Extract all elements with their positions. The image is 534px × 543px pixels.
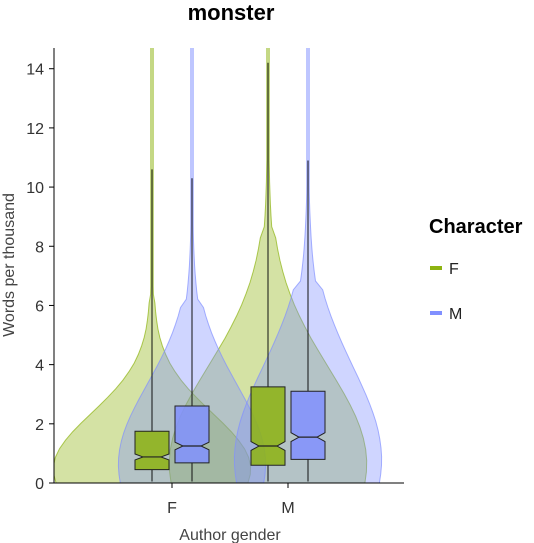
x-axis-title: Author gender bbox=[179, 527, 281, 543]
chart-title: monster bbox=[188, 0, 275, 25]
boxplots bbox=[134, 62, 326, 482]
x-tick-label: M bbox=[281, 500, 294, 517]
violins bbox=[54, 48, 383, 483]
legend-label-f: F bbox=[449, 261, 459, 278]
y-tick-label: 4 bbox=[35, 358, 44, 375]
y-tick-label: 0 bbox=[35, 476, 44, 493]
y-tick-label: 12 bbox=[26, 121, 44, 138]
y-axis-title: Words per thousand bbox=[1, 193, 18, 337]
box-m-m bbox=[290, 390, 326, 460]
box-m-f bbox=[174, 405, 210, 464]
x-tick-label: F bbox=[167, 500, 177, 517]
box-f-f bbox=[134, 430, 170, 471]
legend: Character F M bbox=[429, 216, 523, 323]
legend-title: Character bbox=[429, 216, 523, 238]
y-tick-label: 2 bbox=[35, 417, 44, 434]
box-f-m bbox=[250, 386, 286, 466]
y-tick-label: 14 bbox=[26, 62, 44, 79]
y-tick-label: 10 bbox=[26, 180, 44, 197]
y-tick-label: 6 bbox=[35, 298, 44, 315]
y-tick-label: 8 bbox=[35, 239, 44, 256]
legend-label-m: M bbox=[449, 306, 462, 323]
y-ticks: 0 2 4 6 8 10 12 14 bbox=[26, 62, 54, 493]
